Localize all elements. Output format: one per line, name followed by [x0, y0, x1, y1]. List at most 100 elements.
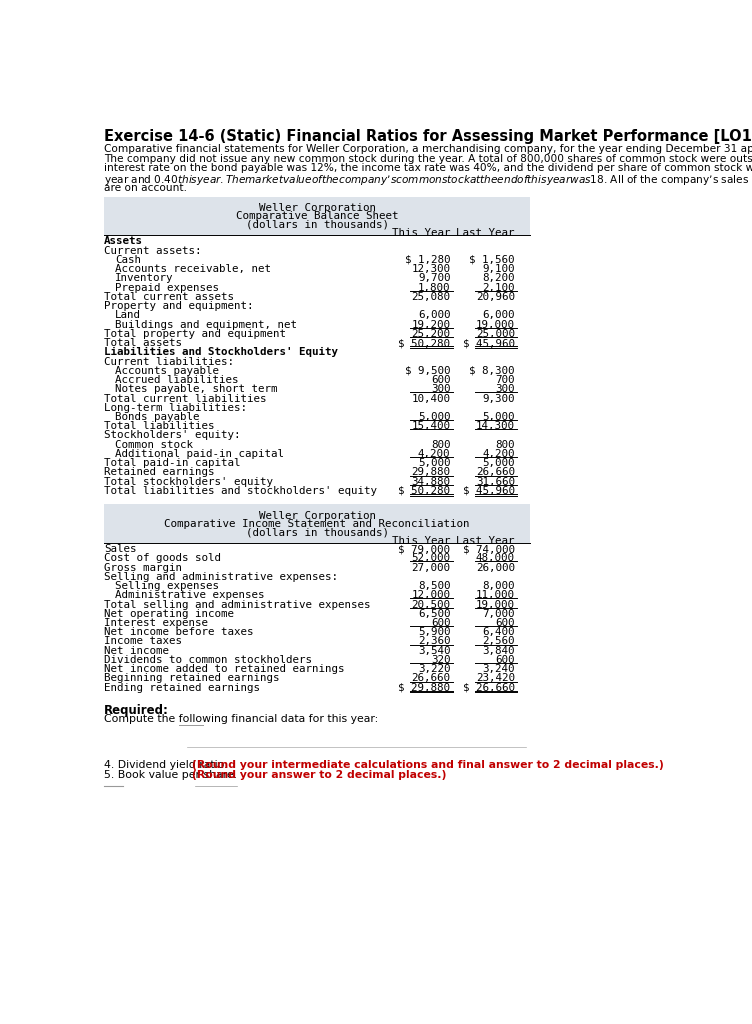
Text: 4,200: 4,200 [418, 449, 450, 459]
Text: Total selling and administrative expenses: Total selling and administrative expense… [104, 599, 371, 609]
Bar [104, 197, 530, 236]
Text: 12,300: 12,300 [411, 264, 450, 274]
Text: This Year: This Year [392, 536, 450, 546]
Text: Last Year: Last Year [456, 228, 515, 239]
Text: 5,000: 5,000 [482, 458, 515, 468]
Text: Accounts receivable, net: Accounts receivable, net [115, 264, 271, 274]
Text: Gross margin: Gross margin [104, 562, 182, 572]
Text: 9,700: 9,700 [418, 273, 450, 284]
Text: 3,840: 3,840 [482, 646, 515, 655]
Text: This Year: This Year [392, 228, 450, 239]
Text: Last Year: Last Year [456, 536, 515, 546]
Text: 1,800: 1,800 [418, 283, 450, 293]
Text: Property and equipment:: Property and equipment: [104, 301, 253, 311]
Text: Compute the following financial data for this year:: Compute the following financial data for… [104, 714, 378, 724]
Text: Total current liabilities: Total current liabilities [104, 393, 266, 403]
Text: 31,660: 31,660 [476, 477, 515, 486]
Text: 3,540: 3,540 [418, 646, 450, 655]
Text: $ 45,960: $ 45,960 [462, 338, 515, 348]
Text: $ 8,300: $ 8,300 [469, 366, 515, 376]
Text: (dollars in thousands): (dollars in thousands) [246, 527, 389, 538]
Text: 26,000: 26,000 [476, 562, 515, 572]
Text: Weller Corporation: Weller Corporation [259, 511, 376, 520]
Text: Notes payable, short term: Notes payable, short term [115, 384, 277, 394]
Text: 27,000: 27,000 [411, 562, 450, 572]
Text: Net income before taxes: Net income before taxes [104, 628, 253, 637]
Text: Buildings and equipment, net: Buildings and equipment, net [115, 319, 297, 330]
Text: 14,300: 14,300 [476, 421, 515, 431]
Text: Sales: Sales [104, 544, 137, 554]
Text: 25,000: 25,000 [476, 329, 515, 339]
Text: Net income: Net income [104, 646, 169, 655]
Text: Total property and equipment: Total property and equipment [104, 329, 286, 339]
Text: Total liabilities and stockholders' equity: Total liabilities and stockholders' equi… [104, 486, 377, 496]
Text: Beginning retained earnings: Beginning retained earnings [104, 674, 280, 683]
Text: 34,880: 34,880 [411, 477, 450, 486]
Text: $ 50,280: $ 50,280 [399, 338, 450, 348]
Text: 2,560: 2,560 [482, 637, 515, 646]
Text: Net income added to retained earnings: Net income added to retained earnings [104, 665, 344, 674]
Text: Comparative Balance Sheet: Comparative Balance Sheet [236, 211, 399, 221]
Text: 2,360: 2,360 [418, 637, 450, 646]
Text: 600: 600 [496, 618, 515, 628]
Text: 4,200: 4,200 [482, 449, 515, 459]
Text: $ 1,280: $ 1,280 [405, 255, 450, 265]
Text: Common stock: Common stock [115, 439, 193, 450]
Text: Total stockholders' equity: Total stockholders' equity [104, 477, 273, 486]
Text: (Round your intermediate calculations and final answer to 2 decimal places.): (Round your intermediate calculations an… [193, 761, 664, 770]
Text: 26,660: 26,660 [476, 467, 515, 477]
Text: 300: 300 [496, 384, 515, 394]
Text: 7,000: 7,000 [482, 608, 515, 618]
Text: $ 29,880: $ 29,880 [399, 683, 450, 692]
Text: Net operating income: Net operating income [104, 608, 234, 618]
Text: 8,500: 8,500 [418, 581, 450, 591]
Text: 800: 800 [496, 439, 515, 450]
Text: Current assets:: Current assets: [104, 246, 202, 256]
Text: Total liabilities: Total liabilities [104, 421, 214, 431]
Text: 5,000: 5,000 [418, 412, 450, 422]
Text: 12,000: 12,000 [411, 590, 450, 600]
Bar [104, 505, 530, 543]
Text: Comparative financial statements for Weller Corporation, a merchandising company: Comparative financial statements for Wel… [104, 143, 752, 154]
Text: The company did not issue any new common stock during the year. A total of 800,0: The company did not issue any new common… [104, 154, 752, 164]
Text: 5,000: 5,000 [418, 458, 450, 468]
Text: $ 45,960: $ 45,960 [462, 486, 515, 496]
Text: Assets: Assets [104, 237, 143, 247]
Text: Accounts payable: Accounts payable [115, 366, 219, 376]
Text: are on account.: are on account. [104, 183, 187, 194]
Text: 2,100: 2,100 [482, 283, 515, 293]
Text: 3,240: 3,240 [482, 665, 515, 674]
Text: 600: 600 [431, 618, 450, 628]
Text: 52,000: 52,000 [411, 553, 450, 563]
Text: 26,660: 26,660 [411, 674, 450, 683]
Text: 8,200: 8,200 [482, 273, 515, 284]
Text: $ 26,660: $ 26,660 [462, 683, 515, 692]
Text: Dividends to common stockholders: Dividends to common stockholders [104, 655, 312, 665]
Text: Selling expenses: Selling expenses [115, 581, 219, 591]
Text: 4. Dividend yield ratio.: 4. Dividend yield ratio. [104, 761, 231, 770]
Text: Selling and administrative expenses:: Selling and administrative expenses: [104, 571, 338, 582]
Text: Bonds payable: Bonds payable [115, 412, 199, 422]
Text: year and $0.40 this year. The market value of the company’s common stock at the : year and $0.40 this year. The market val… [104, 173, 749, 187]
Text: 5,000: 5,000 [482, 412, 515, 422]
Text: Total current assets: Total current assets [104, 292, 234, 302]
Text: 6,000: 6,000 [482, 310, 515, 321]
Text: $ 9,500: $ 9,500 [405, 366, 450, 376]
Text: 6,000: 6,000 [418, 310, 450, 321]
Text: 15,400: 15,400 [411, 421, 450, 431]
Text: Exercise 14-6 (Static) Financial Ratios for Assessing Market Performance [LO14-6: Exercise 14-6 (Static) Financial Ratios … [104, 129, 752, 144]
Text: 6,500: 6,500 [418, 608, 450, 618]
Text: 25,080: 25,080 [411, 292, 450, 302]
Text: Land: Land [115, 310, 141, 321]
Text: $ 79,000: $ 79,000 [399, 544, 450, 554]
Text: 600: 600 [496, 655, 515, 665]
Text: 800: 800 [431, 439, 450, 450]
Text: Total assets: Total assets [104, 338, 182, 348]
Text: Interest expense: Interest expense [104, 618, 208, 628]
Text: $ 1,560: $ 1,560 [469, 255, 515, 265]
Text: Retained earnings: Retained earnings [104, 467, 214, 477]
Text: Long-term liabilities:: Long-term liabilities: [104, 402, 247, 413]
Text: $ 74,000: $ 74,000 [462, 544, 515, 554]
Text: 3,220: 3,220 [418, 665, 450, 674]
Text: Cost of goods sold: Cost of goods sold [104, 553, 221, 563]
